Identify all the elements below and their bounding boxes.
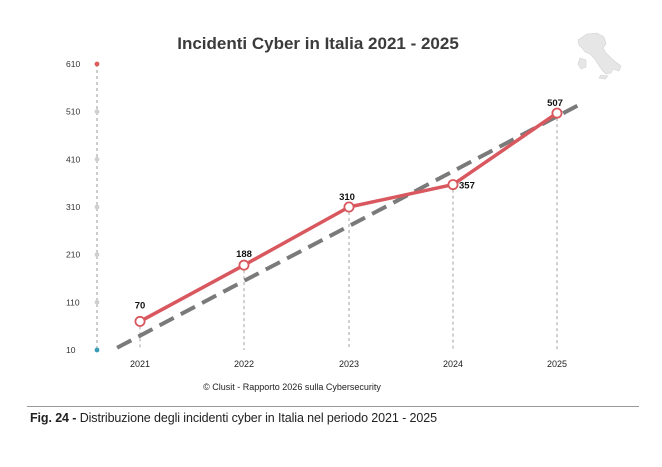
- data-label: 188: [236, 249, 252, 260]
- y-tick-label: 610: [66, 59, 80, 69]
- chart: Incidenti Cyber in Italia 2021 - 2025 61…: [66, 32, 622, 392]
- y-tick-dot: [94, 347, 100, 353]
- data-point: [134, 315, 146, 327]
- data-label: 70: [135, 300, 146, 311]
- data-labels: 70 188 310 357 507: [135, 98, 563, 311]
- caption-text: Distribuzione degli incidenti cyber in I…: [79, 411, 437, 425]
- x-axis-ticks: 2021 2022 2023 2024 2025: [130, 359, 567, 369]
- x-tick-label: 2025: [547, 359, 567, 369]
- y-tick-label: 510: [66, 107, 80, 117]
- data-point: [238, 259, 250, 271]
- source-note: © Clusit - Rapporto 2026 sulla Cybersecu…: [203, 382, 381, 392]
- data-label: 310: [339, 192, 355, 203]
- x-guides: [139, 118, 558, 350]
- y-tick-label: 410: [66, 154, 80, 164]
- caption-prefix: Fig. 24 -: [30, 411, 80, 425]
- trend-line: [116, 102, 581, 350]
- y-tick-label: 10: [66, 345, 76, 355]
- figure-caption: Fig. 24 - Distribuzione degli incidenti …: [30, 411, 640, 425]
- x-tick-label: 2024: [443, 359, 463, 369]
- data-point: [447, 179, 459, 191]
- y-tick-dot: [94, 299, 100, 305]
- series-lines: [116, 102, 581, 350]
- x-tick-label: 2022: [234, 359, 254, 369]
- chart-title: Incidenti Cyber in Italia 2021 - 2025: [177, 34, 459, 53]
- data-label: 507: [547, 98, 563, 109]
- y-tick-dot: [94, 252, 100, 258]
- y-tick-label: 110: [66, 297, 80, 307]
- series-line: [139, 111, 558, 323]
- data-point: [343, 201, 355, 213]
- y-tick-dot: [94, 204, 100, 210]
- x-tick-label: 2023: [339, 359, 359, 369]
- data-point: [551, 107, 563, 119]
- y-tick-label: 310: [66, 202, 80, 212]
- caption-divider: [27, 406, 639, 407]
- y-tick-dot: [94, 61, 100, 67]
- y-tick-dot: [94, 156, 100, 162]
- italy-map-icon: [577, 32, 622, 80]
- y-axis: 610 510 410 310 210 110 10: [66, 59, 100, 355]
- y-tick-dot: [94, 109, 100, 115]
- y-tick-label: 210: [66, 250, 80, 260]
- series-markers: [134, 107, 563, 327]
- x-tick-label: 2021: [130, 359, 150, 369]
- data-label: 357: [459, 181, 475, 192]
